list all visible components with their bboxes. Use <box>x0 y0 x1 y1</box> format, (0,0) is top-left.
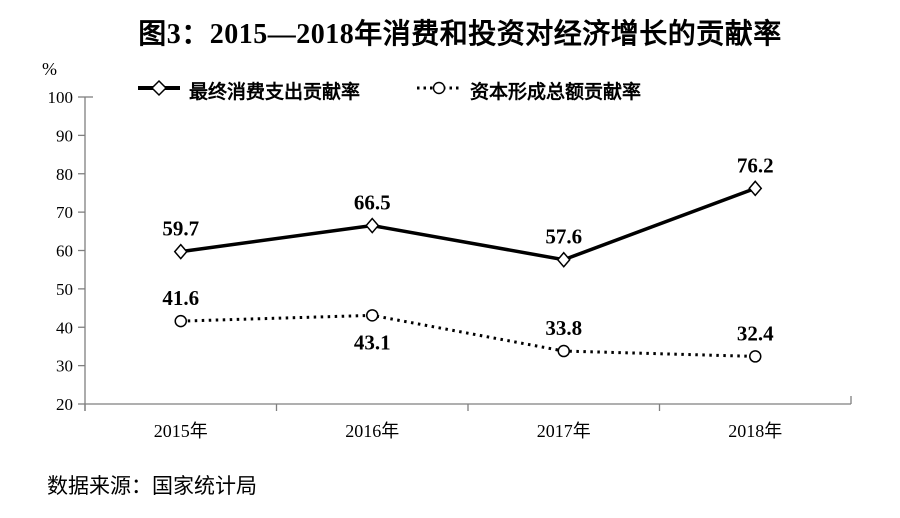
data-label: 59.7 <box>162 217 199 241</box>
chart-title: 图3：2015—2018年消费和投资对经济增长的贡献率 <box>138 19 782 50</box>
legend-label-consumption: 最终消费支出贡献率 <box>189 82 361 103</box>
data-label: 32.4 <box>737 321 774 345</box>
y-tick-label: 40 <box>56 318 73 337</box>
y-tick-label: 70 <box>56 203 73 222</box>
y-tick-label: 50 <box>56 280 73 299</box>
y-axis-unit-label: % <box>42 59 57 79</box>
x-category-label: 2015年 <box>154 421 208 441</box>
data-source-note: 数据来源：国家统计局 <box>47 475 257 498</box>
marker-diamond <box>365 217 380 234</box>
legend: 最终消费支出贡献率 资本形成总额贡献率 <box>137 77 641 104</box>
series-line-0 <box>180 186 756 262</box>
legend-item-consumption: 最终消费支出贡献率 <box>137 77 360 104</box>
marker-circle <box>749 350 762 363</box>
marker-diamond <box>748 180 763 197</box>
marker-circle <box>557 344 570 358</box>
x-category-label: 2017年 <box>537 421 591 441</box>
y-tick-label: 100 <box>48 88 74 107</box>
marker-diamond <box>173 243 188 260</box>
marker-circle <box>366 309 379 322</box>
solid-line-diamond-legend-icon <box>137 79 181 102</box>
data-label: 57.6 <box>545 225 582 249</box>
data-label: 66.5 <box>354 191 391 215</box>
marker-diamond <box>556 251 571 268</box>
y-tick-label: 90 <box>56 126 73 145</box>
legend-label-capital: 资本形成总额贡献率 <box>470 82 642 103</box>
y-tick-label: 20 <box>56 395 73 414</box>
data-label: 41.6 <box>162 286 199 310</box>
data-label: 33.8 <box>545 316 582 340</box>
data-label: 76.2 <box>737 153 774 177</box>
data-label: 43.1 <box>354 330 391 354</box>
x-category-label: 2016年 <box>345 421 399 441</box>
series-line-1 <box>180 313 756 358</box>
legend-item-capital: 资本形成总额贡献率 <box>416 77 641 104</box>
y-tick-label: 30 <box>56 357 73 376</box>
dotted-line-circle-legend-icon <box>416 79 462 102</box>
y-tick-label: 80 <box>56 165 73 184</box>
y-tick-label: 60 <box>56 242 73 261</box>
x-category-label: 2018年 <box>728 421 782 441</box>
marker-circle <box>174 314 187 328</box>
